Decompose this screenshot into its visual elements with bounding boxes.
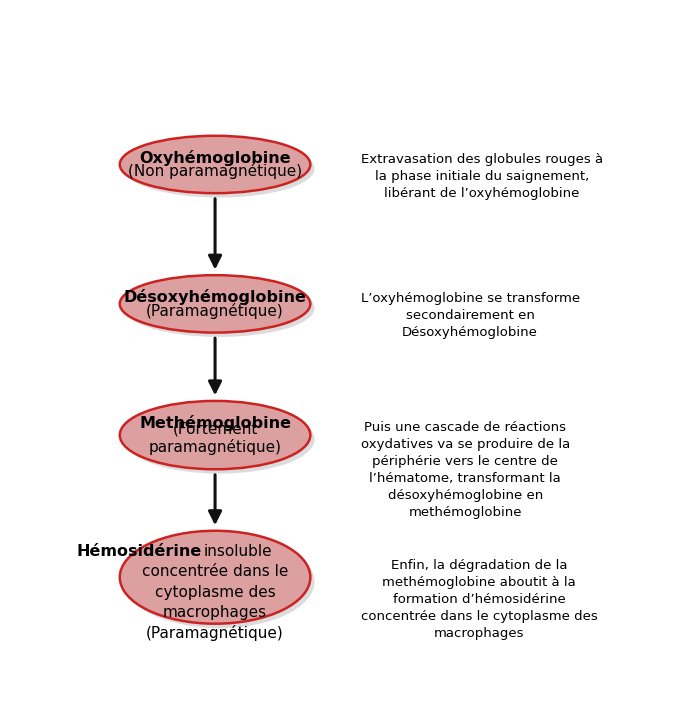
Ellipse shape [120,531,310,623]
Text: (Paramagnétique): (Paramagnétique) [146,302,284,319]
Text: concentrée dans le: concentrée dans le [142,564,288,579]
Ellipse shape [120,275,310,332]
Text: (Paramagnétique): (Paramagnétique) [146,625,284,641]
Text: Oxyhémoglobine: Oxyhémoglobine [139,150,291,165]
Text: macrophages: macrophages [163,605,267,620]
Text: (Fortement
paramagnétique): (Fortement paramagnétique) [149,422,281,455]
Ellipse shape [120,401,310,469]
Text: Methémoglobine: Methémoglobine [139,415,291,431]
Ellipse shape [124,535,315,628]
Text: Désoxyhémoglobine: Désoxyhémoglobine [124,289,307,305]
Text: Extravasation des globules rouges à
la phase initiale du saignement,
libérant de: Extravasation des globules rouges à la p… [361,153,603,200]
Text: insoluble: insoluble [204,544,272,559]
Text: Enfin, la dégradation de la
methémoglobine aboutit à la
formation d’hémosidérine: Enfin, la dégradation de la methémoglobi… [361,559,598,640]
Text: cytoplasme des: cytoplasme des [154,584,275,600]
Ellipse shape [124,405,315,474]
Ellipse shape [120,136,310,193]
Ellipse shape [124,280,315,337]
Text: L’oxyhémoglobine se transforme
secondairement en
Désoxyhémoglobine: L’oxyhémoglobine se transforme secondair… [361,293,580,339]
Text: Hémosidérine: Hémosidérine [76,544,202,559]
Text: Puis une cascade de réactions
oxydatives va se produire de la
périphérie vers le: Puis une cascade de réactions oxydatives… [361,422,570,520]
Text: (Non paramagnétique): (Non paramagnétique) [128,163,302,180]
Ellipse shape [124,140,315,197]
